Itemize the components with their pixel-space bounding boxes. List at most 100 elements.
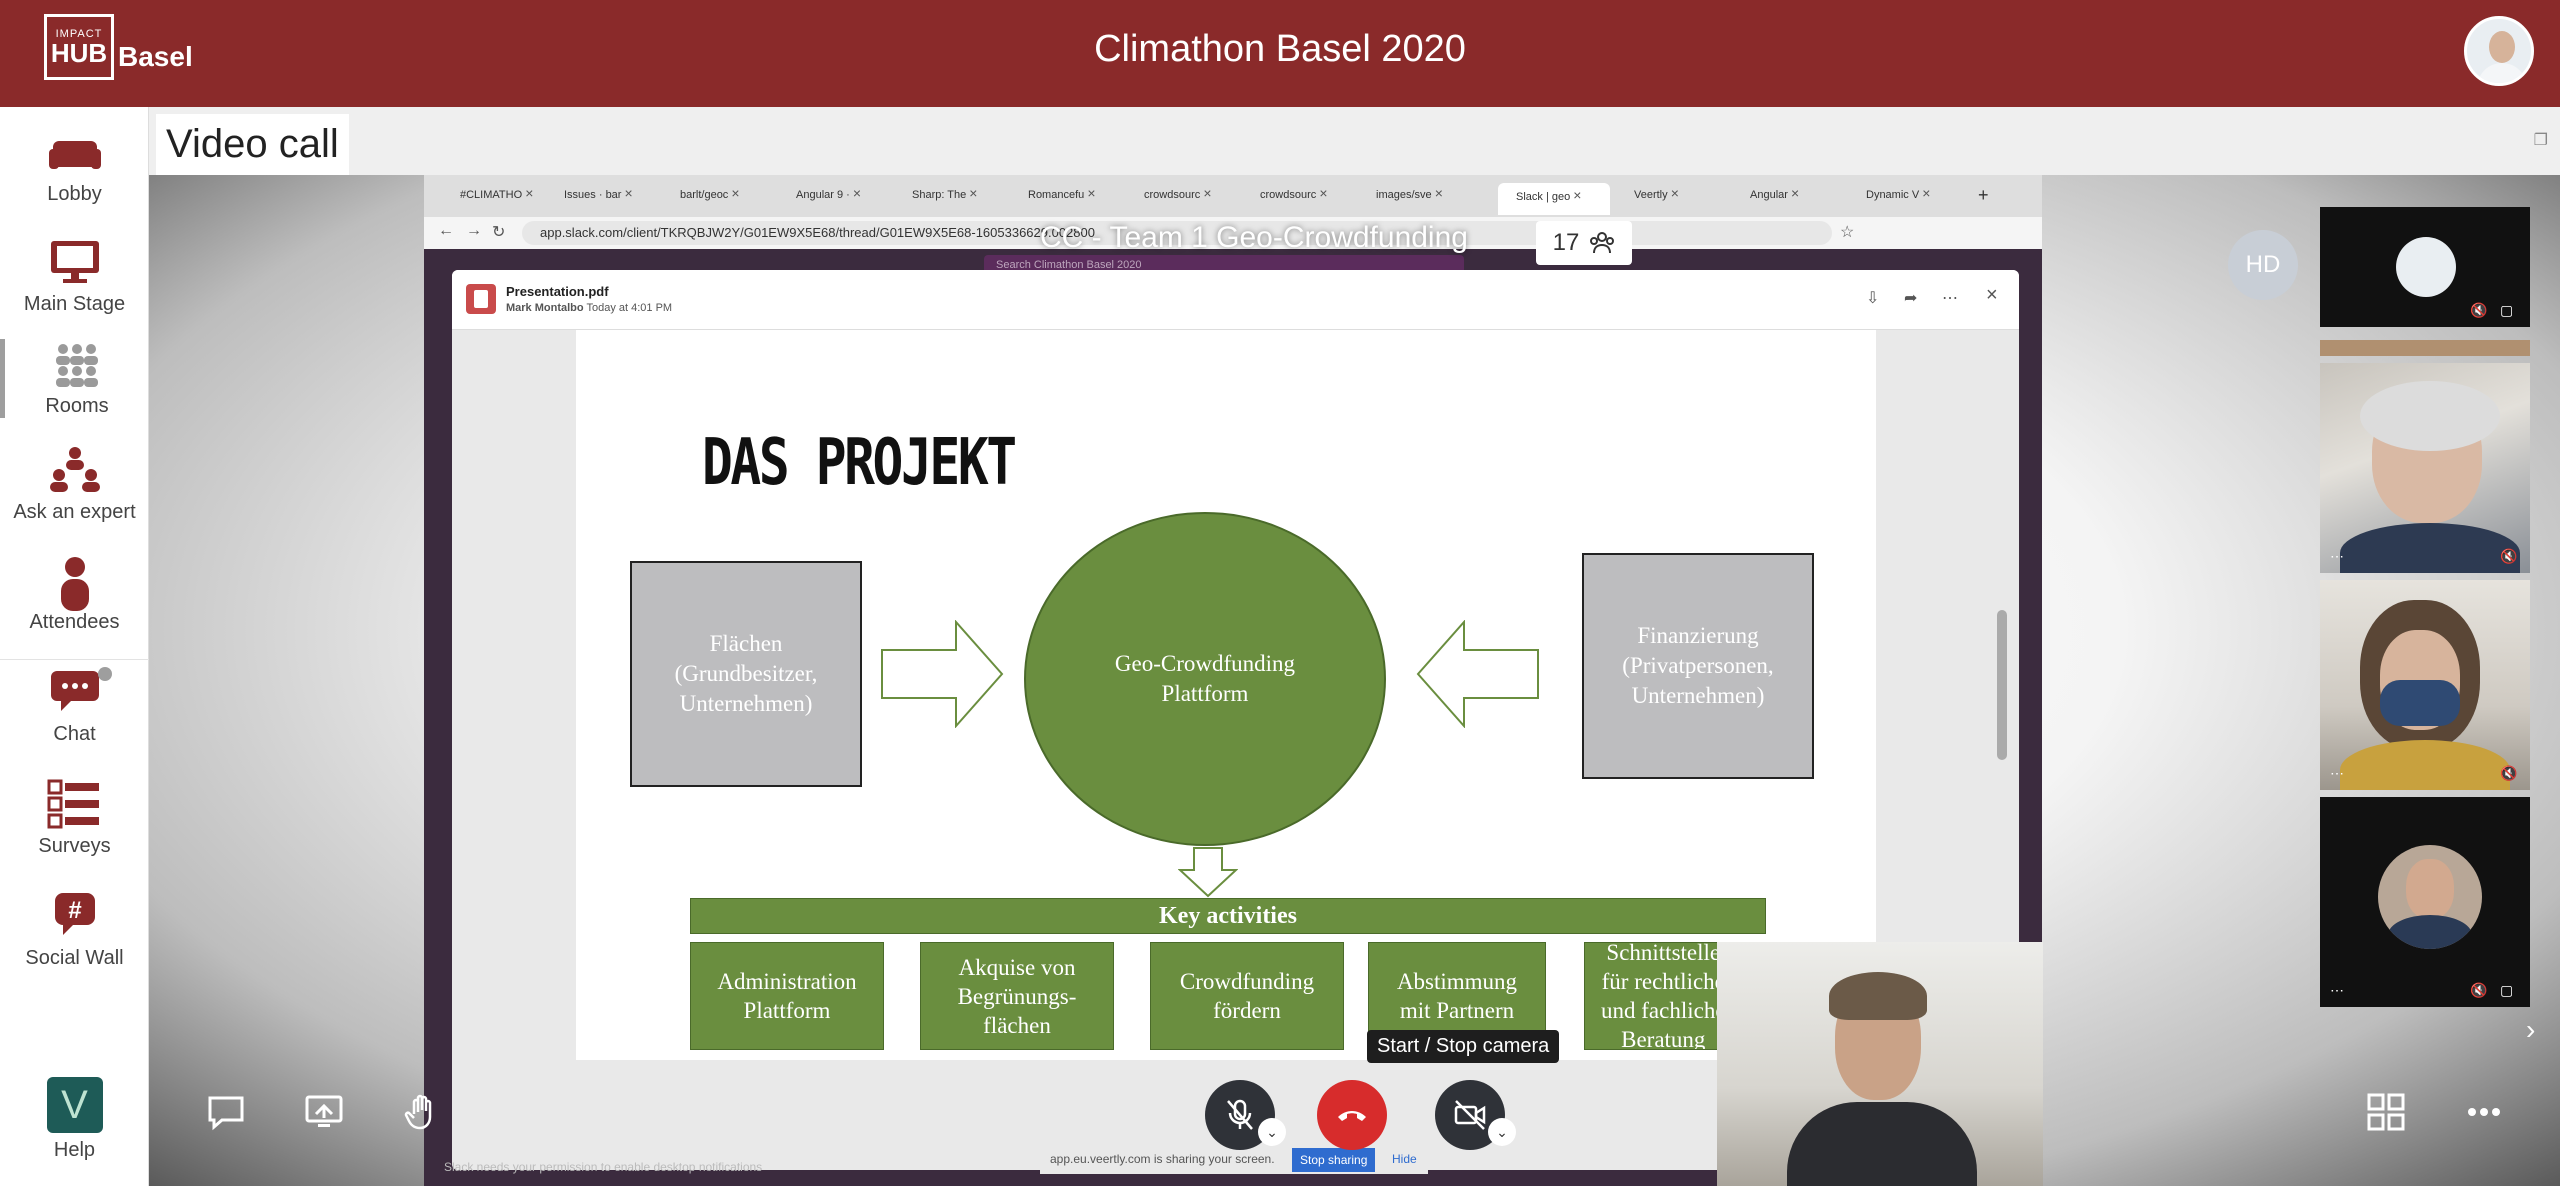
participant-tile[interactable]: ⋯ 🔇 <box>2320 580 2530 790</box>
bookmark-star-icon: ☆ <box>1840 224 1855 241</box>
sidebar-item-label: Attendees <box>29 611 120 633</box>
sidebar-item-lobby[interactable]: Lobby <box>0 127 149 206</box>
camera-off-icon: ▢ <box>2500 982 2514 998</box>
group-icon <box>49 339 105 389</box>
monitor-icon <box>47 237 103 287</box>
participant-avatar-hd: HD <box>2228 230 2298 300</box>
participant-tile[interactable]: ⋯ 🔇 ▢ <box>2320 797 2530 1007</box>
pdf-header: Presentation.pdf Mark Montalbo Today at … <box>452 270 2019 330</box>
sidebar-item-surveys[interactable]: Surveys <box>0 779 149 858</box>
top-bar: IMPACT HUB Basel Climathon Basel 2020 <box>0 0 2560 107</box>
page-title: Video call <box>156 114 349 175</box>
stop-sharing-button[interactable]: Stop sharing <box>1292 1148 1376 1172</box>
logo-small-text: IMPACT <box>55 28 103 40</box>
browser-tab: Angular × <box>1732 185 1844 209</box>
close-icon: × <box>1319 185 1328 201</box>
browser-tab: Issues · bar × <box>546 185 658 209</box>
chat-bubble-icon <box>47 667 103 717</box>
participant-tile-partial[interactable] <box>2320 340 2530 356</box>
browser-tab: images/sve × <box>1358 185 1470 209</box>
participant-hair <box>2360 381 2500 451</box>
close-icon: × <box>969 185 978 201</box>
participant-shirt <box>2388 915 2472 949</box>
mic-muted-icon: 🔇 <box>2500 765 2518 781</box>
reload-icon: ↻ <box>492 224 506 241</box>
tab-label: Angular 9 · <box>796 189 850 201</box>
browser-tab-active: Slack | geo × <box>1498 183 1610 215</box>
hide-notice-button[interactable]: Hide <box>1392 1152 1417 1166</box>
sidebar-item-label: Rooms <box>45 395 109 417</box>
sidebar-item-ask-an-expert[interactable]: Ask an expert <box>0 445 149 524</box>
sidebar-item-label: Social Wall <box>25 947 124 969</box>
close-icon: × <box>731 185 740 201</box>
participant-count[interactable]: 17 <box>1536 221 1632 265</box>
participant-avatar <box>2378 845 2482 949</box>
close-icon: × <box>1434 185 1443 201</box>
sidebar-item-social-wall[interactable]: # Social Wall <box>0 891 149 970</box>
participant-mask <box>2380 680 2460 726</box>
section-header <box>149 107 2560 175</box>
close-icon: × <box>1087 185 1096 201</box>
arrow-down-icon <box>1178 847 1238 898</box>
sidebar-item-attendees[interactable]: Attendees <box>0 555 149 634</box>
hashtag-icon: # <box>47 891 103 941</box>
slide-box-flaechen: Flächen (Grundbesitzer, Unternehmen) <box>630 561 862 787</box>
sidebar-item-main-stage[interactable]: Main Stage <box>0 237 149 316</box>
mic-muted-icon: 🔇 <box>2470 982 2488 998</box>
more-options-icon[interactable] <box>2464 1092 2504 1132</box>
svg-text:#: # <box>68 897 81 924</box>
help-button[interactable]: V Help <box>0 1077 149 1162</box>
close-icon: × <box>525 185 534 201</box>
share-icon: ➦ <box>1904 290 1918 307</box>
user-avatar[interactable] <box>2464 16 2534 86</box>
tab-label: #CLIMATHO <box>460 189 523 201</box>
sidebar-item-rooms[interactable]: Rooms <box>0 339 149 418</box>
popout-icon[interactable]: ❐ <box>2533 132 2548 149</box>
tab-label: crowdsourc <box>1260 189 1317 201</box>
browser-tab-strip: #CLIMATHO × Issues · bar × barlt/geoc × … <box>424 175 2042 217</box>
tab-label: Romancefu <box>1028 189 1085 201</box>
pdf-author: Mark Montalbo <box>506 302 584 314</box>
call-timer: 13:16 <box>1318 270 1384 300</box>
participant-shirt <box>2340 523 2520 573</box>
self-view-video <box>1717 942 2043 1186</box>
camera-off-icon: ▢ <box>2500 302 2514 318</box>
unread-dot <box>98 667 112 681</box>
arrow-left-icon <box>1416 620 1539 728</box>
grid-layout-icon[interactable] <box>2366 1092 2406 1132</box>
close-icon: × <box>1922 185 1931 201</box>
avatar-head <box>2489 31 2515 63</box>
impact-hub-logo[interactable]: IMPACT HUB Basel <box>44 14 193 80</box>
participant-tile[interactable]: ⋯ 🔇 <box>2320 363 2530 573</box>
tab-label: images/sve <box>1376 189 1432 201</box>
mic-options-chevron-icon[interactable]: ⌄ <box>1258 1118 1286 1146</box>
logo-city: Basel <box>118 41 193 72</box>
tab-label: Angular <box>1750 189 1788 201</box>
browser-tab: Romancefu × <box>1010 185 1122 209</box>
presentation-slide: DAS PROJEKT Flächen (Grundbesitzer, Unte… <box>576 330 1876 1060</box>
hang-up-button[interactable] <box>1317 1080 1387 1150</box>
sidebar-item-chat[interactable]: Chat <box>0 667 149 746</box>
sidebar-item-label: Main Stage <box>23 293 126 315</box>
pdf-meta: Mark Montalbo Today at 4:01 PM <box>506 302 672 314</box>
tab-label: Veertly <box>1634 189 1668 201</box>
mic-muted-icon: 🔇 <box>2470 302 2488 318</box>
more-icon: ⋯ <box>2330 765 2344 781</box>
camera-tooltip: Start / Stop camera <box>1367 1030 1560 1063</box>
next-page-chevron-icon[interactable]: › <box>2526 1014 2536 1045</box>
browser-tab: Angular 9 · × <box>778 185 890 209</box>
participant-avatar <box>2396 237 2456 297</box>
help-label: Help <box>53 1139 96 1161</box>
camera-options-chevron-icon[interactable]: ⌄ <box>1488 1118 1516 1146</box>
arrow-right-icon <box>881 620 1004 728</box>
slide-box-finanzierung: Finanzierung (Privatpersonen, Unternehme… <box>1582 553 1814 779</box>
chat-toggle-icon[interactable] <box>206 1092 246 1132</box>
participant-tile[interactable]: 🔇 ▢ <box>2320 207 2530 327</box>
browser-tab: barlt/geoc × <box>662 185 774 209</box>
slack-notification-banner: Slack needs your permission to enable de… <box>444 1160 763 1174</box>
screen-share-icon[interactable] <box>304 1092 344 1132</box>
participant-count-value: 17 <box>1552 229 1580 256</box>
raise-hand-icon[interactable] <box>402 1092 442 1132</box>
browser-tab: #CLIMATHO × <box>442 185 542 209</box>
close-icon: × <box>1203 185 1212 201</box>
